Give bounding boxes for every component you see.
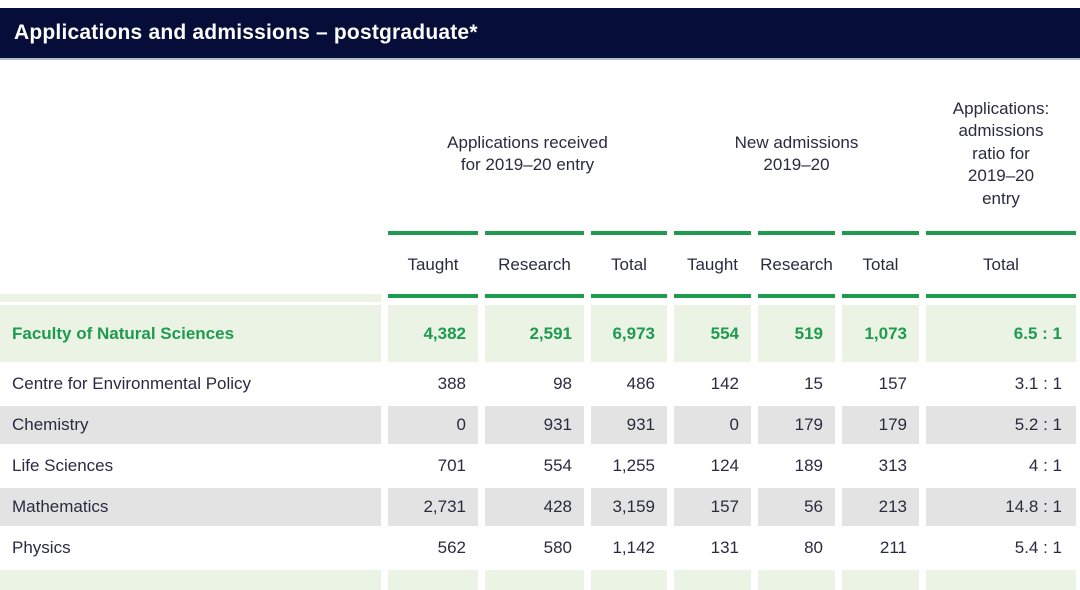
cell-value: 580 [543,538,572,557]
column-group-line: Applications: [952,98,1050,118]
spacer [0,231,381,235]
cell-value: 1,255 [612,456,655,475]
green-rule [842,294,919,298]
green-rule [591,231,667,235]
green-rule [485,231,584,235]
cell-ratio: 14.8 : 1 [926,488,1076,526]
row-label-centre-environmental-policy: Centre for Environmental Policy [12,374,252,393]
green-rule [758,231,835,235]
page-title: Applications and admissions – postgradua… [14,21,478,44]
cell-value: 98 [553,374,572,393]
row-label-mathematics: Mathematics [0,488,381,526]
column-group-line: New admissions [734,132,859,152]
next-row-partial [758,570,835,590]
cell-value: 80 [804,538,823,557]
cell-value: 6,973 [591,305,667,362]
cell-ratio: 3.1 : 1 [1014,374,1062,393]
green-rule [388,294,478,298]
cell-value: 213 [842,488,919,526]
column-group-new-admissions: New admissions 2019–20 [674,80,919,228]
next-row-partial [926,570,1076,590]
cell-value: 189 [794,456,823,475]
row-label-life-sciences: Life Sciences [12,456,114,475]
column-group-line: ratio for [972,143,1030,163]
spacer [0,238,381,291]
col-header-apps-taught: Taught [407,254,459,274]
next-row-partial [842,570,919,590]
col-header-apps-total: Total [611,254,647,274]
cell-value: 701 [437,456,466,475]
cell-value: 157 [674,488,751,526]
row-label-physics: Physics [12,538,71,557]
cell-value: 2,591 [485,305,584,362]
cell-value: 486 [626,374,655,393]
cell-value: 3,159 [591,488,667,526]
cell-value: 211 [879,538,907,557]
cell-value: 1,073 [842,305,919,362]
row-label-faculty-natural-sciences: Faculty of Natural Sciences [0,305,381,362]
cell-value: 519 [758,305,835,362]
cell-value: 428 [485,488,584,526]
green-rule [926,294,1076,298]
cell-value: 157 [878,374,907,393]
next-row-partial [674,570,751,590]
green-rule [485,294,584,298]
next-row-partial [485,570,584,590]
cell-value: 562 [437,538,466,557]
column-group-line: entry [982,188,1020,208]
col-header-ratio-total: Total [983,254,1019,274]
cell-value: 554 [674,305,751,362]
green-rule [842,231,919,235]
column-group-line: admissions [958,121,1044,141]
cell-value: 931 [485,406,584,444]
column-group-ratio: Applications: admissions ratio for 2019–… [926,80,1076,228]
next-row-partial [388,570,478,590]
green-rule [758,294,835,298]
cell-ratio: 6.5 : 1 [926,305,1076,362]
admissions-table: Applications received for 2019–20 entry … [0,80,1076,590]
green-rule [926,231,1076,235]
green-rule [674,294,751,298]
col-header-apps-research: Research [498,254,571,274]
cell-value: 124 [710,456,739,475]
cell-value: 931 [591,406,667,444]
label-column-cap [0,294,381,302]
cell-value: 15 [804,374,823,393]
row-label-chemistry: Chemistry [0,406,381,444]
col-header-adm-total: Total [862,254,899,274]
next-row-partial [0,570,381,590]
cell-value: 179 [842,406,919,444]
column-group-line: 2019–20 [763,155,830,174]
col-header-adm-taught: Taught [686,254,739,274]
cell-ratio: 4 : 1 [1028,456,1062,475]
column-group-applications-received: Applications received for 2019–20 entry [388,80,667,228]
next-row-partial [591,570,667,590]
title-bar: Applications and admissions – postgradua… [0,8,1080,58]
green-rule [674,231,751,235]
cell-value: 554 [543,456,572,475]
cell-value: 0 [388,406,478,444]
column-group-line: Applications received [447,132,608,152]
green-rule [388,231,478,235]
green-rule [591,294,667,298]
column-group-line: for 2019–20 entry [460,155,595,174]
cell-value: 4,382 [388,305,478,362]
cell-value: 1,142 [612,538,655,557]
col-header-adm-research: Research [760,254,833,274]
spacer [0,80,381,228]
cell-value: 179 [758,406,835,444]
cell-ratio: 5.2 : 1 [926,406,1076,444]
cell-value: 0 [674,406,751,444]
column-group-line: 2019–20 [967,166,1035,186]
cell-value: 131 [710,538,739,557]
cell-value: 2,731 [388,488,478,526]
cell-ratio: 5.4 : 1 [1014,538,1062,557]
cell-value: 142 [710,374,739,393]
cell-value: 56 [758,488,835,526]
cell-value: 313 [878,456,907,475]
cell-value: 388 [437,374,466,393]
